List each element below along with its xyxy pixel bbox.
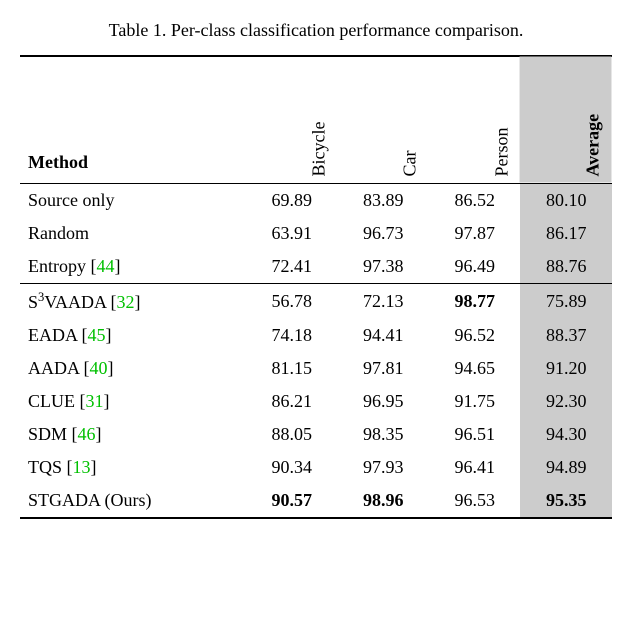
- table-row: SDM [46]88.0598.3596.5194.30: [20, 418, 612, 451]
- value-cell: 96.49: [429, 250, 521, 284]
- value-cell: 96.95: [337, 385, 429, 418]
- value-cell: 96.41: [429, 451, 521, 484]
- method-cell: STGADA (Ours): [20, 484, 246, 518]
- table-caption: Table 1. Per-class classification perfor…: [20, 20, 612, 41]
- value-cell: 97.93: [337, 451, 429, 484]
- value-cell: 91.75: [429, 385, 521, 418]
- method-cell: Entropy [44]: [20, 250, 246, 284]
- method-cell: CLUE [31]: [20, 385, 246, 418]
- value-cell: 88.05: [246, 418, 338, 451]
- value-cell: 97.38: [337, 250, 429, 284]
- method-cell: EADA [45]: [20, 319, 246, 352]
- method-cell: Random: [20, 217, 246, 250]
- value-cell: 96.52: [429, 319, 521, 352]
- value-cell: 90.57: [246, 484, 338, 518]
- value-cell: 98.96: [337, 484, 429, 518]
- method-cell: TQS [13]: [20, 451, 246, 484]
- method-cell: SDM [46]: [20, 418, 246, 451]
- value-cell: 91.20: [520, 352, 612, 385]
- table-row: STGADA (Ours)90.5798.9696.5395.35: [20, 484, 612, 518]
- value-cell: 96.73: [337, 217, 429, 250]
- value-cell: 63.91: [246, 217, 338, 250]
- value-cell: 97.81: [337, 352, 429, 385]
- value-cell: 86.21: [246, 385, 338, 418]
- value-cell: 96.53: [429, 484, 521, 518]
- value-cell: 94.41: [337, 319, 429, 352]
- value-cell: 80.10: [520, 184, 612, 218]
- value-cell: 98.77: [429, 284, 521, 320]
- value-cell: 81.15: [246, 352, 338, 385]
- table-row: TQS [13]90.3497.9396.4194.89: [20, 451, 612, 484]
- table-row: Random63.9196.7397.8786.17: [20, 217, 612, 250]
- col-car: Car: [337, 56, 429, 184]
- value-cell: 94.30: [520, 418, 612, 451]
- value-cell: 83.89: [337, 184, 429, 218]
- value-cell: 95.35: [520, 484, 612, 518]
- table-row: S3VAADA [32]56.7872.1398.7775.89: [20, 284, 612, 320]
- method-cell: Source only: [20, 184, 246, 218]
- value-cell: 86.52: [429, 184, 521, 218]
- value-cell: 56.78: [246, 284, 338, 320]
- method-cell: AADA [40]: [20, 352, 246, 385]
- value-cell: 88.37: [520, 319, 612, 352]
- value-cell: 88.76: [520, 250, 612, 284]
- value-cell: 72.13: [337, 284, 429, 320]
- value-cell: 74.18: [246, 319, 338, 352]
- value-cell: 98.35: [337, 418, 429, 451]
- col-bicycle: Bicycle: [246, 56, 338, 184]
- value-cell: 86.17: [520, 217, 612, 250]
- value-cell: 96.51: [429, 418, 521, 451]
- performance-table: Method Bicycle Car Person Average Source…: [20, 55, 612, 519]
- table-row: CLUE [31]86.2196.9591.7592.30: [20, 385, 612, 418]
- table-row: Entropy [44]72.4197.3896.4988.76: [20, 250, 612, 284]
- value-cell: 94.65: [429, 352, 521, 385]
- value-cell: 75.89: [520, 284, 612, 320]
- col-method: Method: [20, 56, 246, 184]
- value-cell: 92.30: [520, 385, 612, 418]
- col-person: Person: [429, 56, 521, 184]
- table-header-row: Method Bicycle Car Person Average: [20, 56, 612, 184]
- value-cell: 94.89: [520, 451, 612, 484]
- table-row: AADA [40]81.1597.8194.6591.20: [20, 352, 612, 385]
- value-cell: 97.87: [429, 217, 521, 250]
- value-cell: 69.89: [246, 184, 338, 218]
- method-cell: S3VAADA [32]: [20, 284, 246, 320]
- value-cell: 90.34: [246, 451, 338, 484]
- col-average: Average: [520, 56, 612, 184]
- table-row: Source only69.8983.8986.5280.10: [20, 184, 612, 218]
- table-row: EADA [45]74.1894.4196.5288.37: [20, 319, 612, 352]
- value-cell: 72.41: [246, 250, 338, 284]
